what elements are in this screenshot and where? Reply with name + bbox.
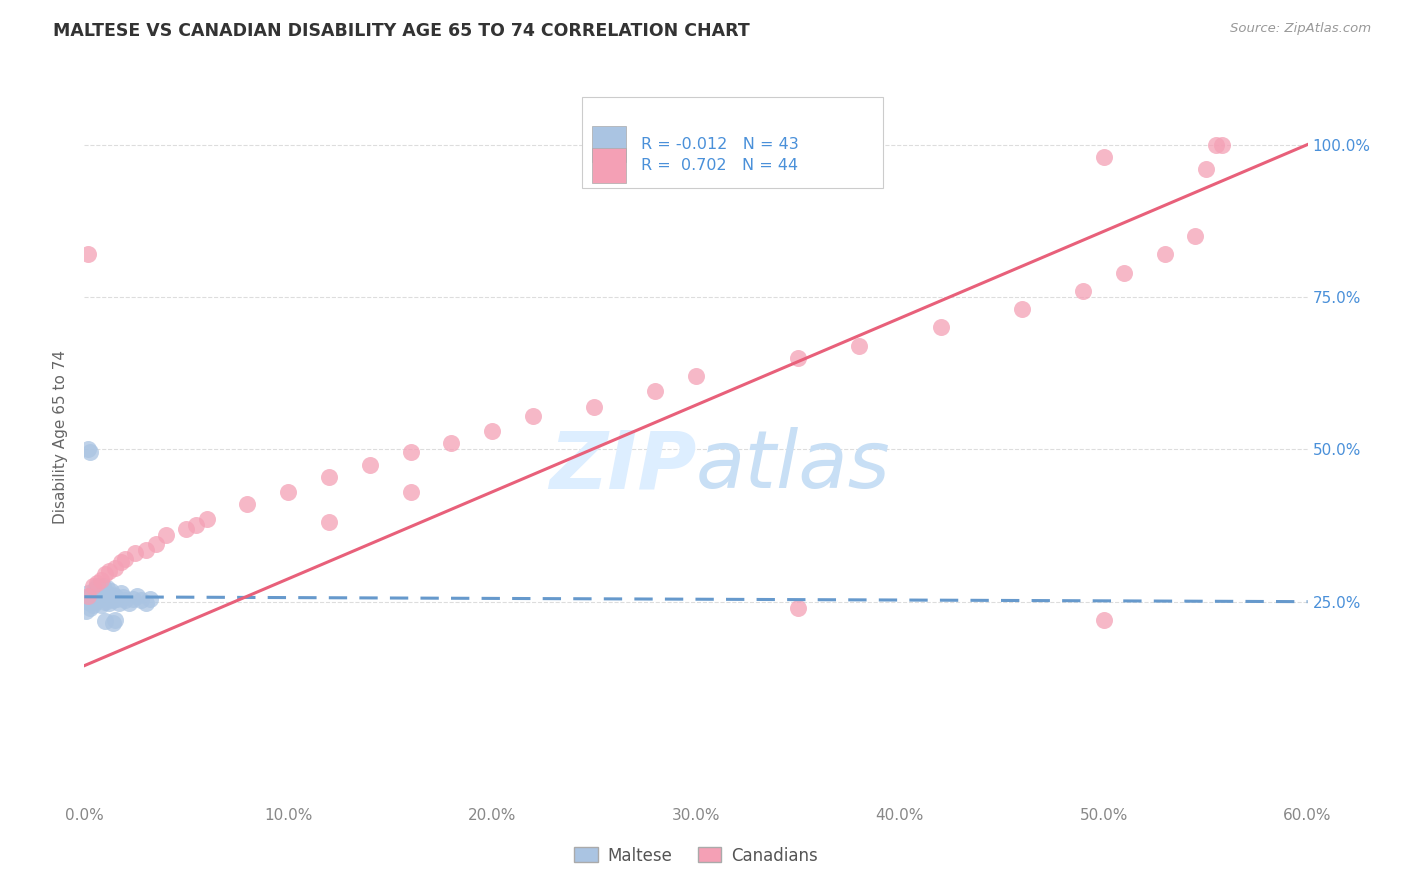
Point [1073,284,1095,298]
FancyBboxPatch shape [592,127,626,161]
Point [929,320,952,334]
Point [127,589,149,603]
Point [75,604,97,618]
Point [93,614,115,628]
Point [155,527,177,541]
Legend: Maltese, Canadians: Maltese, Canadians [568,840,824,871]
Point [101,593,124,607]
Point [644,384,666,399]
Point [97,564,120,578]
Point [112,590,135,604]
Point [83,582,105,597]
Point [77,442,100,457]
Point [104,561,127,575]
Point [277,485,299,500]
FancyBboxPatch shape [592,147,626,183]
Point [114,552,136,566]
Point [100,591,122,606]
Text: ZIP: ZIP [548,427,696,506]
Text: R =  0.702   N = 44: R = 0.702 N = 44 [641,158,799,172]
Point [77,589,100,603]
Point [1195,161,1218,176]
Point [174,521,197,535]
Point [186,518,208,533]
Point [87,591,110,606]
Point [82,579,104,593]
Point [86,576,108,591]
Point [1092,150,1115,164]
Point [93,567,115,582]
Point [100,583,122,598]
Point [122,591,145,606]
Point [79,600,101,615]
Point [105,591,128,606]
Point [135,596,157,610]
Point [1011,302,1033,317]
Point [685,369,707,384]
Point [96,590,118,604]
Y-axis label: Disability Age 65 to 74: Disability Age 65 to 74 [53,350,69,524]
Point [195,512,218,526]
Point [82,598,104,612]
Point [91,589,114,603]
Point [1114,266,1136,280]
Point [1184,229,1206,244]
Point [97,587,120,601]
Point [145,537,167,551]
Point [82,591,104,606]
Point [86,589,108,603]
Point [91,579,114,593]
Point [93,594,115,608]
Point [110,555,132,569]
Point [787,600,810,615]
Point [318,516,340,530]
Point [108,596,131,610]
Point [96,581,118,595]
Point [101,615,124,630]
Point [110,585,132,599]
Point [522,409,544,423]
Point [131,593,153,607]
Point [138,591,160,606]
Point [1205,137,1227,152]
Point [118,596,141,610]
Point [114,593,136,607]
Point [399,445,422,459]
Point [90,582,112,597]
Point [236,497,259,511]
Point [787,351,810,365]
Point [93,585,115,599]
Point [97,596,120,610]
Point [77,247,100,261]
Point [86,579,108,593]
Text: Source: ZipAtlas.com: Source: ZipAtlas.com [1230,22,1371,36]
Point [77,585,100,599]
Point [79,445,101,459]
Text: R = -0.012   N = 43: R = -0.012 N = 43 [641,136,799,152]
Point [440,436,463,450]
Point [848,338,870,352]
Point [135,542,157,557]
Point [79,589,101,603]
Point [359,458,381,472]
Point [318,469,340,483]
Point [583,400,606,414]
Text: MALTESE VS CANADIAN DISABILITY AGE 65 TO 74 CORRELATION CHART: MALTESE VS CANADIAN DISABILITY AGE 65 TO… [53,22,751,40]
Point [104,613,127,627]
Point [87,585,110,599]
FancyBboxPatch shape [582,97,883,188]
Point [83,594,105,608]
Point [77,594,100,608]
Point [481,424,503,438]
Point [90,574,112,588]
Point [104,589,127,603]
Point [1154,247,1177,261]
Text: atlas: atlas [696,427,891,506]
Point [399,485,422,500]
Point [1092,613,1115,627]
Point [90,598,112,612]
Point [124,546,146,560]
Point [1211,137,1233,152]
